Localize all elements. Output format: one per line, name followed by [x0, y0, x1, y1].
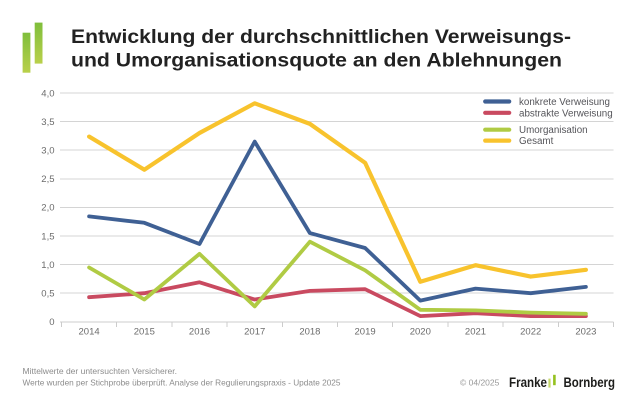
svg-text:4,0: 4,0 [41, 88, 54, 99]
svg-text:1,5: 1,5 [41, 231, 54, 242]
svg-text:Werte wurden per Stichprobe üb: Werte wurden per Stichprobe überprüft. A… [23, 378, 341, 388]
svg-text:Franke: Franke [509, 374, 547, 390]
svg-text:konkrete Verweisung: konkrete Verweisung [519, 97, 610, 108]
svg-text:abstrakte Verweisung: abstrakte Verweisung [519, 108, 613, 119]
svg-text:0,5: 0,5 [41, 289, 54, 300]
svg-text:Gesamt: Gesamt [519, 136, 554, 147]
svg-text:1,0: 1,0 [41, 260, 54, 271]
svg-text:2017: 2017 [244, 327, 265, 338]
svg-text:2,0: 2,0 [41, 203, 54, 214]
svg-text:Umorganisation: Umorganisation [519, 125, 588, 136]
svg-text:3,5: 3,5 [41, 117, 54, 128]
svg-text:2019: 2019 [355, 327, 376, 338]
svg-text:3,0: 3,0 [41, 146, 54, 157]
svg-text:0: 0 [49, 317, 54, 328]
svg-text:Entwicklung der durchschnittli: Entwicklung der durchschnittlichen Verwe… [71, 26, 571, 48]
svg-text:2023: 2023 [575, 327, 596, 338]
svg-text:2021: 2021 [465, 327, 486, 338]
svg-text:2020: 2020 [410, 327, 431, 338]
svg-text:2018: 2018 [299, 327, 320, 338]
svg-text:2,5: 2,5 [41, 174, 54, 185]
svg-text:2016: 2016 [189, 327, 210, 338]
svg-text:2014: 2014 [79, 327, 100, 338]
svg-text:2015: 2015 [134, 327, 155, 338]
svg-text:© 04/2025: © 04/2025 [460, 378, 500, 388]
svg-text:Bornberg: Bornberg [564, 374, 616, 390]
svg-text:und Umorganisationsquote an de: und Umorganisationsquote an den Ablehnun… [71, 49, 562, 71]
svg-text:Mittelwerte der untersuchten V: Mittelwerte der untersuchten Versicherer… [23, 366, 178, 376]
svg-text:2022: 2022 [520, 327, 541, 338]
